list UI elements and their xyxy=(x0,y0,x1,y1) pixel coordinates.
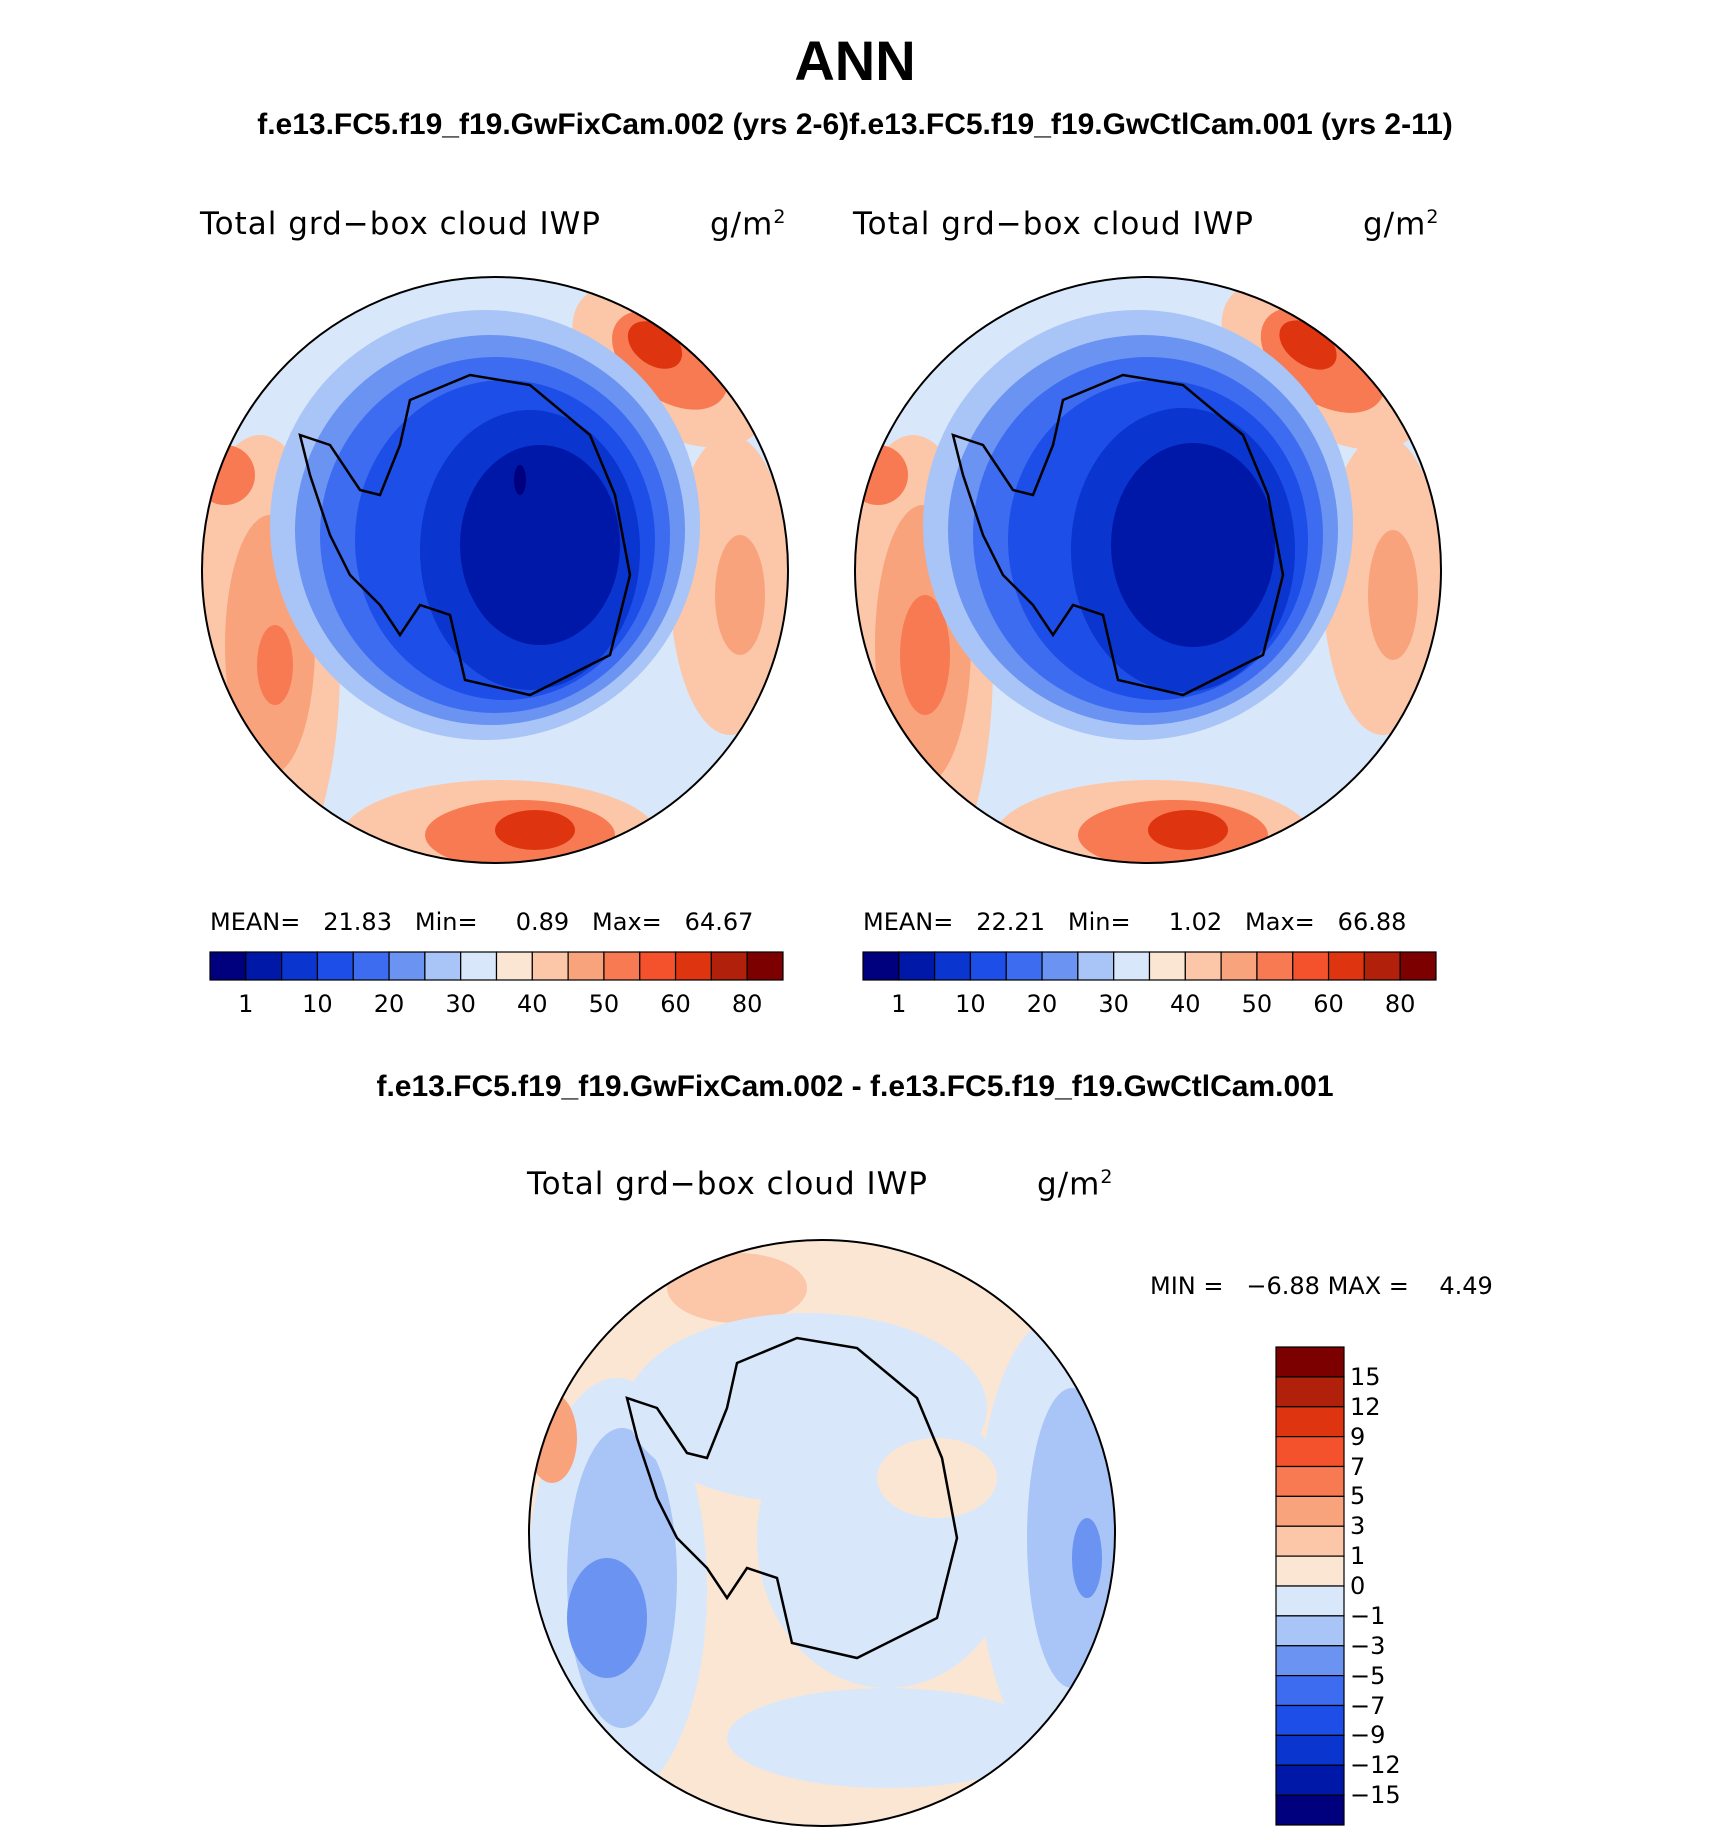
colorbar-swatch xyxy=(1275,1525,1345,1557)
colorbar-swatch xyxy=(209,951,247,981)
colorbar-label: 1 xyxy=(891,990,907,1018)
panel1-units: g/m2 xyxy=(710,206,787,243)
colorbar-label: 50 xyxy=(588,990,620,1018)
diff-units: g/m2 xyxy=(1037,1166,1114,1203)
colorbar-label: 10 xyxy=(955,990,986,1018)
colorbar-swatch xyxy=(1275,1645,1345,1677)
colorbar-label: 30 xyxy=(1098,990,1129,1018)
colorbar-swatch xyxy=(352,951,390,981)
panel1-title: Total grd−box cloud IWP xyxy=(200,206,601,242)
colorbar-label: 12 xyxy=(1350,1392,1381,1421)
colorbar-label: 20 xyxy=(373,990,405,1018)
diff-stats: MIN = −6.88 MAX = 4.49 xyxy=(1150,1272,1493,1300)
colorbar-swatch xyxy=(1275,1346,1345,1378)
colorbar-swatch xyxy=(934,951,972,981)
colorbar-label: 5 xyxy=(1350,1482,1366,1511)
colorbar-swatch xyxy=(639,951,677,981)
colorbar-label: 80 xyxy=(1384,990,1416,1018)
colorbar-swatch xyxy=(1275,1585,1345,1617)
diff-title: Total grd−box cloud IWP xyxy=(527,1166,928,1202)
colorbar-label: 15 xyxy=(1350,1362,1381,1391)
colorbar-label: 1 xyxy=(238,990,254,1018)
colorbar-swatch xyxy=(603,951,641,981)
colorbar-swatch xyxy=(316,951,354,981)
colorbar-swatch xyxy=(1292,951,1330,981)
colorbar-swatch xyxy=(1327,951,1365,981)
colorbar-swatch xyxy=(898,951,936,981)
colorbar-swatch xyxy=(1184,951,1222,981)
colorbar-swatch xyxy=(1275,1376,1345,1408)
colorbar-label: 40 xyxy=(1170,990,1201,1018)
case-header: f.e13.FC5.f19_f19.GwFixCam.002 (yrs 2-6)… xyxy=(257,108,1453,141)
colorbar-swatch xyxy=(1041,951,1079,981)
colorbar-label: 30 xyxy=(445,990,476,1018)
colorbar-swatch xyxy=(567,951,605,981)
colorbar-swatch xyxy=(1005,951,1043,981)
colorbar-label: 0 xyxy=(1350,1572,1366,1600)
colorbar-swatch xyxy=(1399,951,1437,981)
colorbar-swatch xyxy=(710,951,748,981)
colorbar-label: 40 xyxy=(517,990,548,1018)
colorbar-swatch xyxy=(1113,951,1151,981)
panel2-stats: MEAN= 22.21 Min= 1.02 Max= 66.88 xyxy=(863,908,1407,936)
colorbar-label: −12 xyxy=(1350,1751,1401,1780)
diff-colorbar xyxy=(1275,1346,1345,1826)
colorbar-label: 80 xyxy=(731,990,763,1018)
colorbar-swatch xyxy=(746,951,784,981)
colorbar-label: 3 xyxy=(1350,1512,1366,1541)
colorbar-label: −7 xyxy=(1350,1691,1386,1720)
colorbar-swatch xyxy=(424,951,462,981)
panel2-colorbar xyxy=(862,951,1437,981)
colorbar-swatch xyxy=(1275,1465,1345,1497)
colorbar-label: −15 xyxy=(1350,1781,1401,1810)
colorbar-swatch xyxy=(1275,1555,1345,1587)
colorbar-label: −1 xyxy=(1350,1601,1386,1630)
colorbar-label: −3 xyxy=(1350,1631,1386,1660)
panel2-units: g/m2 xyxy=(1363,206,1440,243)
diff-header: f.e13.FC5.f19_f19.GwFixCam.002 - f.e13.F… xyxy=(376,1070,1334,1103)
colorbar-swatch xyxy=(1275,1615,1345,1647)
colorbar-swatch xyxy=(460,951,498,981)
colorbar-swatch xyxy=(281,951,319,981)
panel1-stats: MEAN= 21.83 Min= 0.89 Max= 64.67 xyxy=(210,908,754,936)
colorbar-swatch xyxy=(969,951,1007,981)
panel1-colorbar xyxy=(209,951,784,981)
panel2-title: Total grd−box cloud IWP xyxy=(853,206,1254,242)
colorbar-label: 1 xyxy=(1350,1542,1366,1571)
colorbar-label: 9 xyxy=(1350,1422,1366,1451)
colorbar-label: −9 xyxy=(1350,1721,1386,1750)
colorbar-label: 60 xyxy=(1313,990,1344,1018)
colorbar-swatch xyxy=(388,951,426,981)
colorbar-label: 7 xyxy=(1350,1452,1366,1481)
panel2-map xyxy=(854,276,1442,864)
colorbar-swatch xyxy=(1275,1495,1345,1527)
colorbar-swatch xyxy=(1148,951,1186,981)
colorbar-label: 60 xyxy=(660,990,691,1018)
colorbar-swatch xyxy=(1275,1675,1345,1707)
colorbar-swatch xyxy=(1363,951,1401,981)
colorbar-swatch xyxy=(1275,1764,1345,1796)
colorbar-swatch xyxy=(862,951,900,981)
panel1-map xyxy=(201,276,789,864)
colorbar-swatch xyxy=(1275,1406,1345,1438)
colorbar-label: 10 xyxy=(302,990,333,1018)
colorbar-label: 50 xyxy=(1241,990,1273,1018)
colorbar-swatch xyxy=(1220,951,1258,981)
colorbar-swatch xyxy=(1275,1704,1345,1736)
colorbar-swatch xyxy=(674,951,712,981)
colorbar-swatch xyxy=(495,951,533,981)
colorbar-swatch xyxy=(1256,951,1294,981)
colorbar-label: −5 xyxy=(1350,1661,1386,1690)
colorbar-swatch xyxy=(1275,1436,1345,1468)
season-title: ANN xyxy=(794,29,916,92)
colorbar-swatch xyxy=(245,951,283,981)
colorbar-swatch xyxy=(1077,951,1115,981)
colorbar-swatch xyxy=(531,951,569,981)
colorbar-label: 20 xyxy=(1026,990,1058,1018)
colorbar-swatch xyxy=(1275,1794,1345,1826)
diff-map xyxy=(528,1239,1116,1827)
colorbar-swatch xyxy=(1275,1734,1345,1766)
